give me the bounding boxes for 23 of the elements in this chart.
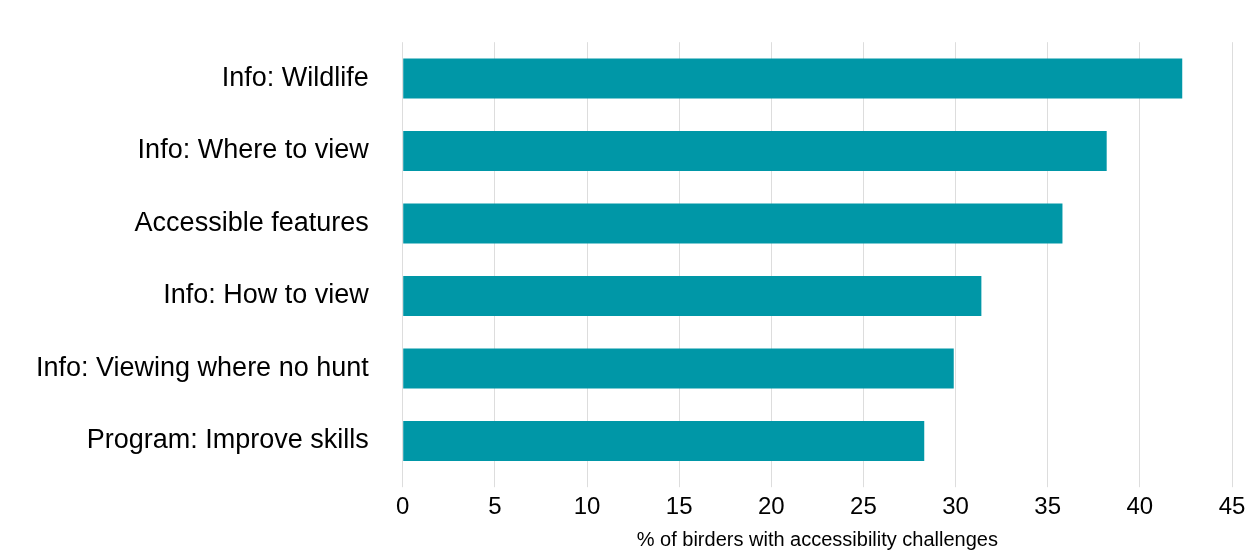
x-tick-label: 30: [942, 492, 969, 520]
x-tick-label: 10: [573, 492, 601, 520]
x-tick-label: 40: [1126, 492, 1154, 520]
bar: [403, 58, 1183, 99]
y-tick-label: Program: Improve skills: [86, 424, 369, 455]
bar: [403, 131, 1107, 171]
y-tick-label: Info: How to view: [163, 279, 370, 310]
x-tick-label: 0: [396, 492, 410, 520]
x-tick-label: 5: [488, 492, 502, 520]
y-tick-label: Accessible features: [134, 206, 369, 237]
y-tick-label: Info: Viewing where no hunt: [35, 351, 370, 382]
y-tick-label: Info: Where to view: [137, 134, 370, 165]
bar: [403, 421, 925, 461]
y-tick-label: Info: Wildlife: [221, 61, 369, 92]
x-tick-label: 35: [1034, 492, 1062, 520]
x-tick-label: 15: [665, 492, 693, 520]
bar: [403, 276, 982, 316]
bar: [403, 203, 1063, 244]
bar: [403, 348, 954, 389]
x-tick-label: 25: [850, 492, 877, 520]
x-axis-title: % of birders with accessibility challenges: [636, 527, 998, 550]
x-tick-label: 45: [1218, 492, 1246, 520]
x-tick-label: 20: [757, 492, 785, 520]
